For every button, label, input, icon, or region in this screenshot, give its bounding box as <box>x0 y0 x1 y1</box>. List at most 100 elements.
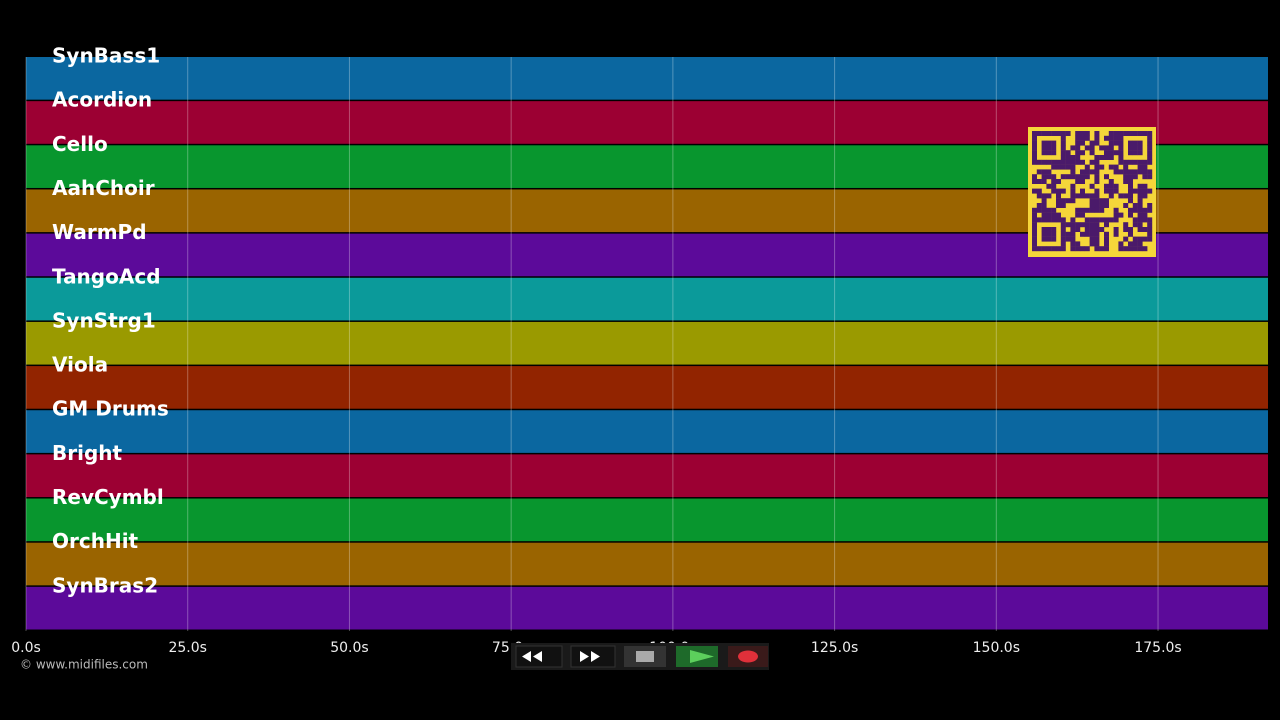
qr-module <box>1137 188 1143 194</box>
qr-module <box>1060 135 1066 141</box>
qr-module <box>1104 246 1109 252</box>
qr-module <box>1147 155 1153 160</box>
qr-module <box>1075 212 1081 218</box>
qr-module <box>1118 159 1124 165</box>
qr-module <box>1075 207 1081 213</box>
qr-module <box>1089 217 1095 223</box>
qr-module <box>1046 174 1052 180</box>
track-name: RevCymbl <box>52 485 164 509</box>
qr-module <box>1113 217 1119 223</box>
qr-module <box>1108 164 1114 170</box>
qr-module <box>1080 140 1085 146</box>
qr-module <box>1123 227 1129 232</box>
qr-module <box>1046 159 1052 165</box>
qr-module <box>1104 135 1109 141</box>
qr-module <box>1080 222 1085 228</box>
qr-module <box>1094 179 1100 184</box>
qr-module <box>1084 207 1090 213</box>
qr-module <box>1118 135 1124 141</box>
qr-module <box>1070 231 1076 237</box>
qr-module <box>1051 217 1057 223</box>
qr-module <box>1142 212 1148 218</box>
qr-module <box>1070 198 1076 204</box>
qr-module <box>1032 174 1037 180</box>
qr-module <box>1056 203 1061 208</box>
qr-module <box>1128 246 1133 252</box>
qr-module <box>1084 193 1090 199</box>
qr-module <box>1123 222 1129 228</box>
track-band <box>26 410 1268 453</box>
qr-code <box>1028 127 1156 257</box>
qr-module <box>1041 227 1047 232</box>
qr-module <box>1060 155 1066 160</box>
qr-module <box>1036 203 1042 208</box>
qr-module <box>1128 193 1133 199</box>
qr-module <box>1041 217 1047 223</box>
qr-module <box>1147 174 1153 180</box>
track-name: AahChoir <box>52 176 155 200</box>
qr-module <box>1142 159 1148 165</box>
qr-module <box>1036 188 1042 194</box>
qr-module <box>1046 169 1052 175</box>
record-icon <box>738 650 758 663</box>
qr-module <box>1128 140 1133 146</box>
qr-module <box>1113 135 1119 141</box>
qr-module <box>1137 131 1143 136</box>
qr-module <box>1128 188 1133 194</box>
qr-module <box>1041 236 1047 242</box>
qr-module <box>1032 159 1037 165</box>
qr-module <box>1080 179 1085 184</box>
stop-button[interactable] <box>624 646 666 667</box>
qr-module <box>1075 131 1081 136</box>
qr-module <box>1041 207 1047 213</box>
qr-module <box>1060 236 1066 242</box>
qr-module <box>1075 150 1081 156</box>
qr-module <box>1080 212 1085 218</box>
qr-module <box>1060 140 1066 146</box>
track-band <box>26 454 1268 498</box>
qr-module <box>1041 145 1047 151</box>
qr-module <box>1036 193 1042 199</box>
track-band <box>26 366 1268 409</box>
qr-module <box>1118 145 1124 151</box>
qr-module <box>1046 236 1052 242</box>
qr-module <box>1094 159 1100 165</box>
qr-module <box>1128 231 1133 237</box>
qr-module <box>1084 222 1090 228</box>
qr-module <box>1036 169 1042 175</box>
qr-module <box>1051 246 1057 252</box>
play-button[interactable] <box>676 646 718 667</box>
record-button[interactable] <box>728 646 768 667</box>
track-name: TangoAcd <box>52 264 161 288</box>
qr-module <box>1056 159 1061 165</box>
qr-module <box>1108 155 1114 160</box>
qr-module <box>1089 207 1095 213</box>
qr-module <box>1094 140 1100 146</box>
qr-module <box>1032 231 1037 237</box>
qr-module <box>1084 217 1090 223</box>
forward-button[interactable] <box>570 645 616 668</box>
qr-module <box>1046 131 1052 136</box>
qr-module <box>1032 207 1037 213</box>
qr-module <box>1094 164 1100 170</box>
qr-module <box>1032 150 1037 156</box>
qr-module <box>1104 222 1109 228</box>
qr-module <box>1132 188 1138 194</box>
qr-module <box>1060 131 1066 136</box>
qr-module <box>1147 140 1153 146</box>
qr-module <box>1070 217 1076 223</box>
qr-module <box>1128 212 1133 218</box>
qr-module <box>1036 207 1042 213</box>
qr-module <box>1041 140 1047 146</box>
qr-module <box>1089 145 1095 151</box>
rewind-button[interactable] <box>515 645 563 668</box>
qr-module <box>1132 217 1138 223</box>
qr-module <box>1108 193 1114 199</box>
qr-module <box>1094 222 1100 228</box>
qr-module <box>1032 135 1037 141</box>
qr-module <box>1089 140 1095 146</box>
qr-module <box>1142 169 1148 175</box>
qr-module <box>1108 140 1114 146</box>
qr-module <box>1056 179 1061 184</box>
qr-module <box>1132 222 1138 228</box>
